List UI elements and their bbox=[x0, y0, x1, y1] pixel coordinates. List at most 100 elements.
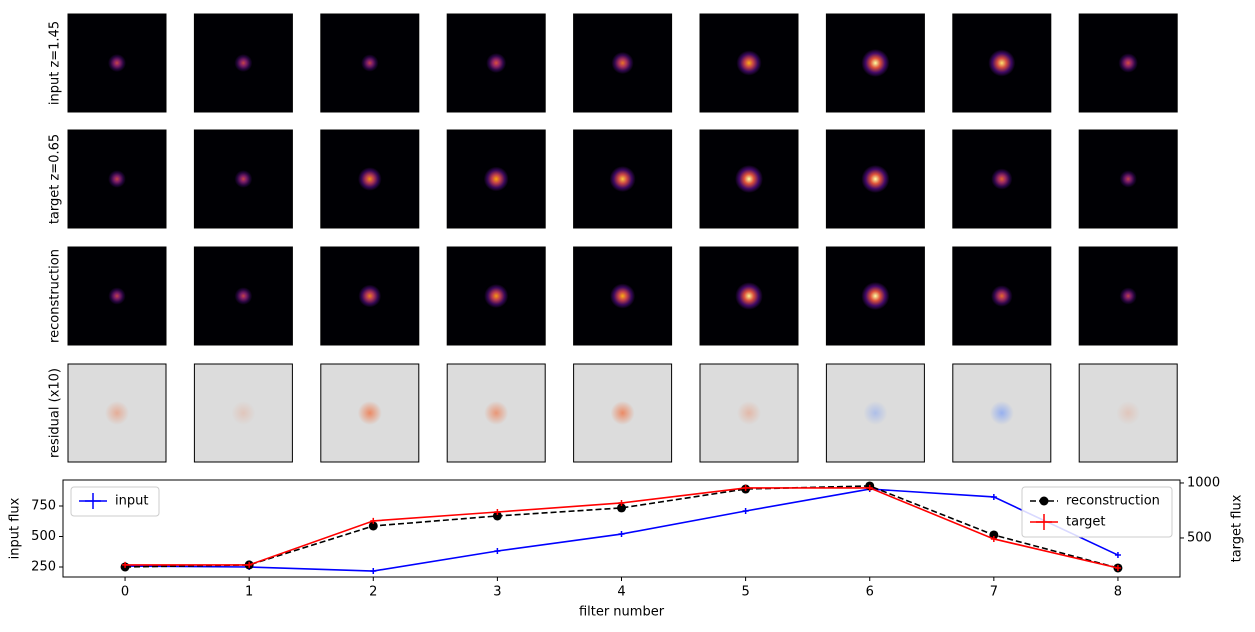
panel-frame bbox=[1078, 129, 1178, 229]
residual-blob bbox=[105, 401, 129, 425]
x-tick-label: 5 bbox=[741, 585, 749, 600]
panel-frame bbox=[320, 13, 420, 113]
panel-frame bbox=[446, 13, 546, 113]
panel-frame bbox=[573, 13, 673, 113]
panel-frame bbox=[699, 129, 799, 229]
point bbox=[122, 561, 129, 568]
source-blob bbox=[108, 287, 126, 305]
panel-frame bbox=[67, 246, 167, 346]
point bbox=[494, 548, 501, 555]
point bbox=[370, 568, 377, 575]
source-blob bbox=[483, 166, 509, 192]
source-blob bbox=[735, 282, 763, 310]
x-tick-label: 8 bbox=[1114, 585, 1122, 600]
source-blob bbox=[1118, 53, 1138, 73]
x-tick-label: 0 bbox=[121, 585, 129, 600]
residual-blob bbox=[231, 401, 256, 425]
source-blob bbox=[861, 165, 890, 193]
row-label: reconstruction bbox=[48, 249, 63, 343]
panel-frame bbox=[825, 13, 925, 113]
x-tick-label: 4 bbox=[617, 585, 625, 600]
point bbox=[1114, 552, 1121, 559]
row-label: input z=1.45 bbox=[48, 21, 63, 105]
residual-blob bbox=[863, 401, 888, 425]
x-axis-label: filter number bbox=[579, 605, 665, 620]
source-blob bbox=[234, 287, 253, 305]
source-blob bbox=[357, 167, 382, 191]
source-blob bbox=[484, 283, 509, 309]
point bbox=[368, 521, 378, 531]
y-tick-label: 250 bbox=[31, 559, 56, 574]
legend-marker bbox=[85, 493, 101, 509]
point bbox=[742, 507, 749, 514]
point bbox=[494, 509, 501, 516]
plot-frame bbox=[62, 479, 1181, 578]
source-blob bbox=[1119, 170, 1137, 188]
panel-frame bbox=[193, 129, 293, 229]
source-blob bbox=[736, 50, 762, 76]
y-tick-label: 750 bbox=[31, 498, 56, 513]
source-blob bbox=[358, 284, 382, 308]
panel-frame bbox=[67, 13, 167, 113]
series-line bbox=[125, 485, 1119, 569]
point bbox=[246, 561, 253, 568]
y-tick-label: 500 bbox=[31, 529, 56, 544]
panel-frame bbox=[1078, 246, 1178, 346]
panel-frame bbox=[67, 129, 167, 229]
panel-frame bbox=[1078, 13, 1178, 113]
source-blob bbox=[1119, 287, 1137, 305]
source-blob bbox=[988, 49, 1016, 77]
residual-blob bbox=[989, 401, 1014, 425]
x-tick-label: 6 bbox=[866, 585, 874, 600]
residual-blob bbox=[357, 401, 382, 425]
legend-label: reconstruction bbox=[1066, 494, 1160, 509]
source-blob bbox=[234, 170, 253, 188]
panel-frame bbox=[573, 129, 673, 229]
x-tick-label: 2 bbox=[369, 585, 377, 600]
x-tick-label: 3 bbox=[493, 585, 501, 600]
point bbox=[370, 517, 377, 524]
y2-tick-label: 1000 bbox=[1187, 475, 1220, 490]
residual-blob bbox=[610, 401, 635, 425]
point bbox=[618, 531, 625, 538]
x-tick-label: 1 bbox=[245, 585, 253, 600]
panel-frame bbox=[952, 13, 1052, 113]
source-blob bbox=[108, 170, 126, 188]
panel-frame bbox=[193, 13, 293, 113]
legend-label: input bbox=[115, 494, 148, 509]
panel-frame bbox=[446, 129, 546, 229]
point bbox=[866, 484, 873, 491]
source-blob bbox=[991, 285, 1013, 307]
panel-frame bbox=[699, 13, 799, 113]
panel-frame bbox=[952, 246, 1052, 346]
source-blob bbox=[611, 51, 634, 75]
source-blob bbox=[610, 283, 636, 309]
source-blob bbox=[609, 166, 636, 192]
series-line bbox=[125, 487, 1119, 569]
panel-frame bbox=[573, 246, 673, 346]
legend-box bbox=[1021, 486, 1173, 538]
point bbox=[618, 499, 625, 506]
residual-blob bbox=[484, 401, 509, 425]
panel-frame bbox=[446, 246, 546, 346]
residual-panel bbox=[67, 363, 167, 463]
panel-frame bbox=[320, 129, 420, 229]
source-blob bbox=[486, 53, 507, 73]
panel-frame bbox=[825, 246, 925, 346]
source-blob bbox=[861, 282, 890, 310]
residual-blob bbox=[737, 401, 761, 425]
source-blob bbox=[107, 53, 127, 73]
point bbox=[492, 511, 502, 521]
point bbox=[742, 484, 749, 491]
source-blob bbox=[234, 54, 253, 72]
row-label: residual (x10) bbox=[48, 368, 63, 458]
legend-marker bbox=[1036, 514, 1052, 530]
source-blob bbox=[735, 165, 763, 193]
source-blob bbox=[861, 49, 890, 77]
source-blob bbox=[991, 168, 1013, 190]
point bbox=[990, 535, 997, 542]
residual-blob bbox=[1116, 401, 1141, 425]
panel-frame bbox=[320, 246, 420, 346]
panel-frame bbox=[825, 129, 925, 229]
